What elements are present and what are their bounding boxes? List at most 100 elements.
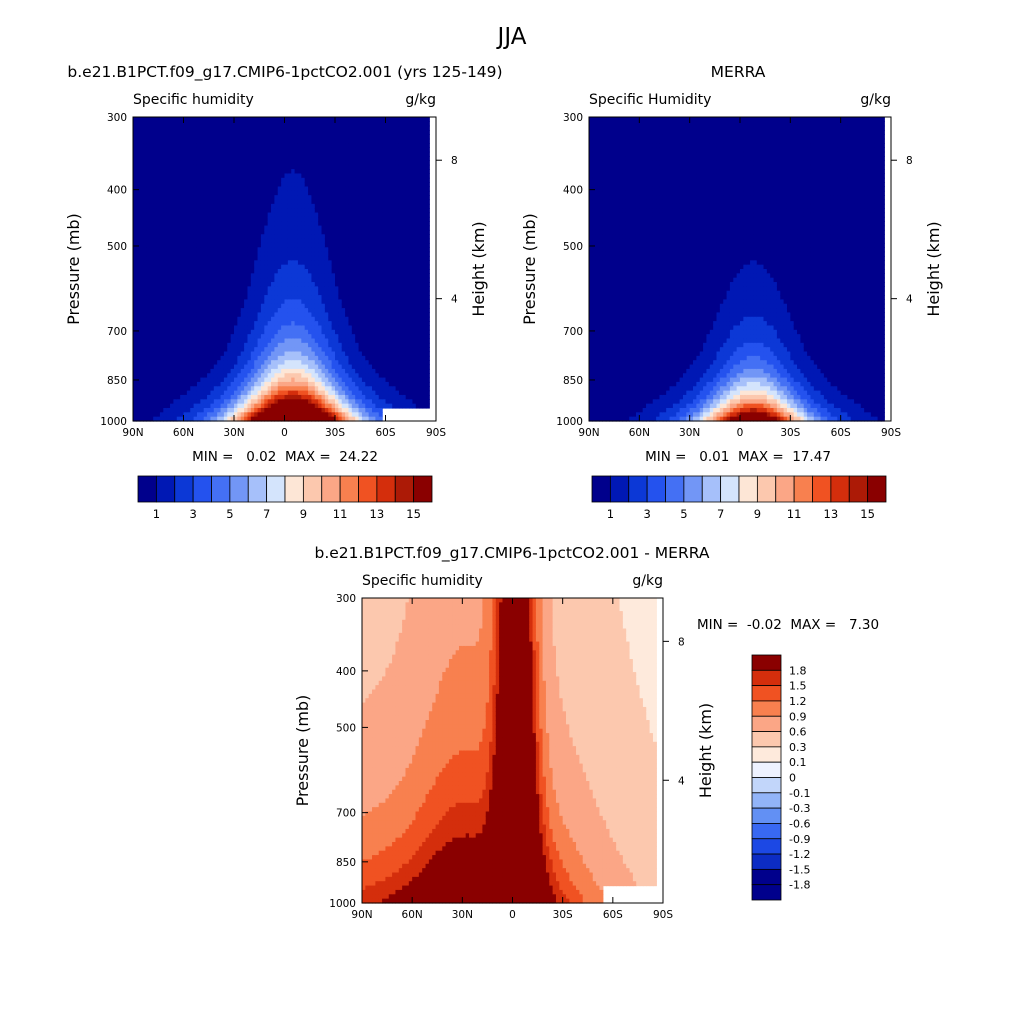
contour-cell	[170, 251, 174, 257]
contour-cell	[250, 221, 255, 227]
contour-cell	[166, 282, 171, 287]
contour-cell	[247, 134, 252, 140]
contour-cell	[136, 394, 141, 400]
contour-cell	[170, 269, 174, 274]
contour-cell	[149, 121, 154, 127]
figure-title: JJA	[496, 24, 527, 50]
contour-cell	[210, 177, 215, 183]
contour-cell	[180, 338, 185, 344]
contour-cell	[153, 412, 158, 418]
contour-cell	[200, 242, 205, 248]
contour-cell	[133, 138, 137, 144]
contour-cell	[213, 290, 218, 296]
contour-cell	[260, 147, 265, 153]
contour-cell	[254, 286, 259, 292]
contour-cell	[213, 347, 218, 353]
contour-cell	[166, 221, 171, 227]
contour-cell	[153, 247, 158, 253]
contour-cell	[203, 364, 208, 370]
contour-cell	[180, 190, 185, 196]
contour-cell	[193, 208, 198, 214]
contour-cell	[257, 316, 262, 322]
contour-cell	[146, 303, 151, 309]
contour-cell	[203, 303, 208, 309]
contour-cell	[203, 164, 208, 170]
contour-cell	[166, 334, 171, 340]
contour-cell	[203, 247, 208, 253]
contour-cell	[133, 368, 137, 374]
contour-cell	[149, 221, 154, 227]
contour-cell	[139, 151, 144, 157]
contour-cell	[193, 195, 198, 201]
contour-cell	[237, 321, 242, 327]
contour-cell	[200, 216, 205, 222]
contour-cell	[156, 247, 161, 253]
contour-cell	[203, 282, 208, 287]
contour-cell	[234, 147, 238, 153]
contour-cell	[139, 121, 144, 127]
contour-cell	[170, 143, 174, 148]
contour-cell	[166, 399, 171, 405]
contour-cell	[247, 303, 252, 309]
contour-cell	[183, 390, 188, 396]
contour-cell	[133, 299, 137, 305]
contour-cell	[163, 364, 168, 370]
contour-cell	[180, 299, 185, 305]
contour-cell	[156, 407, 161, 413]
contour-cell	[136, 186, 141, 192]
contour-cell	[237, 273, 242, 279]
contour-cell	[200, 199, 205, 205]
contour-cell	[173, 182, 178, 188]
contour-cell	[210, 312, 215, 318]
contour-cell	[176, 169, 181, 175]
contour-cell	[186, 130, 191, 135]
contour-cell	[180, 121, 185, 127]
contour-cell	[133, 177, 137, 183]
contour-cell	[257, 308, 262, 314]
contour-cell	[254, 377, 259, 383]
contour-cell	[156, 173, 161, 179]
contour-cell	[203, 234, 208, 240]
contour-cell	[210, 308, 215, 314]
contour-cell	[244, 173, 249, 179]
contour-cell	[220, 221, 225, 227]
contour-cell	[163, 264, 168, 270]
contour-cell	[173, 407, 178, 413]
contour-cell	[186, 407, 191, 413]
contour-cell	[163, 151, 168, 157]
contour-cell	[170, 151, 174, 157]
contour-cell	[153, 190, 158, 196]
contour-cell	[260, 130, 265, 135]
contour-cell	[143, 229, 148, 235]
contour-cell	[240, 234, 245, 240]
contour-cell	[257, 247, 262, 253]
contour-cell	[200, 134, 205, 140]
contour-cell	[244, 286, 249, 292]
contour-cell	[247, 381, 252, 387]
contour-cell	[180, 173, 185, 179]
contour-cell	[196, 373, 201, 379]
contour-cell	[173, 195, 178, 201]
contour-cell	[143, 347, 148, 353]
contour-cell	[207, 282, 212, 287]
contour-cell	[237, 360, 242, 366]
contour-cell	[186, 216, 191, 222]
contour-cell	[170, 225, 174, 231]
contour-cell	[254, 373, 259, 379]
contour-cell	[183, 295, 188, 300]
contour-cell	[139, 264, 144, 270]
contour-cell	[244, 255, 249, 261]
contour-cell	[217, 355, 222, 361]
contour-cell	[136, 117, 141, 122]
contour-cell	[176, 177, 181, 183]
contour-cell	[143, 121, 148, 127]
contour-cell	[237, 242, 242, 248]
contour-cell	[163, 286, 168, 292]
contour-cell	[163, 377, 168, 383]
contour-cell	[210, 117, 215, 122]
contour-cell	[213, 182, 218, 188]
contour-cell	[207, 299, 212, 305]
contour-cell	[176, 264, 181, 270]
contour-cell	[244, 303, 249, 309]
contour-cell	[166, 208, 171, 214]
